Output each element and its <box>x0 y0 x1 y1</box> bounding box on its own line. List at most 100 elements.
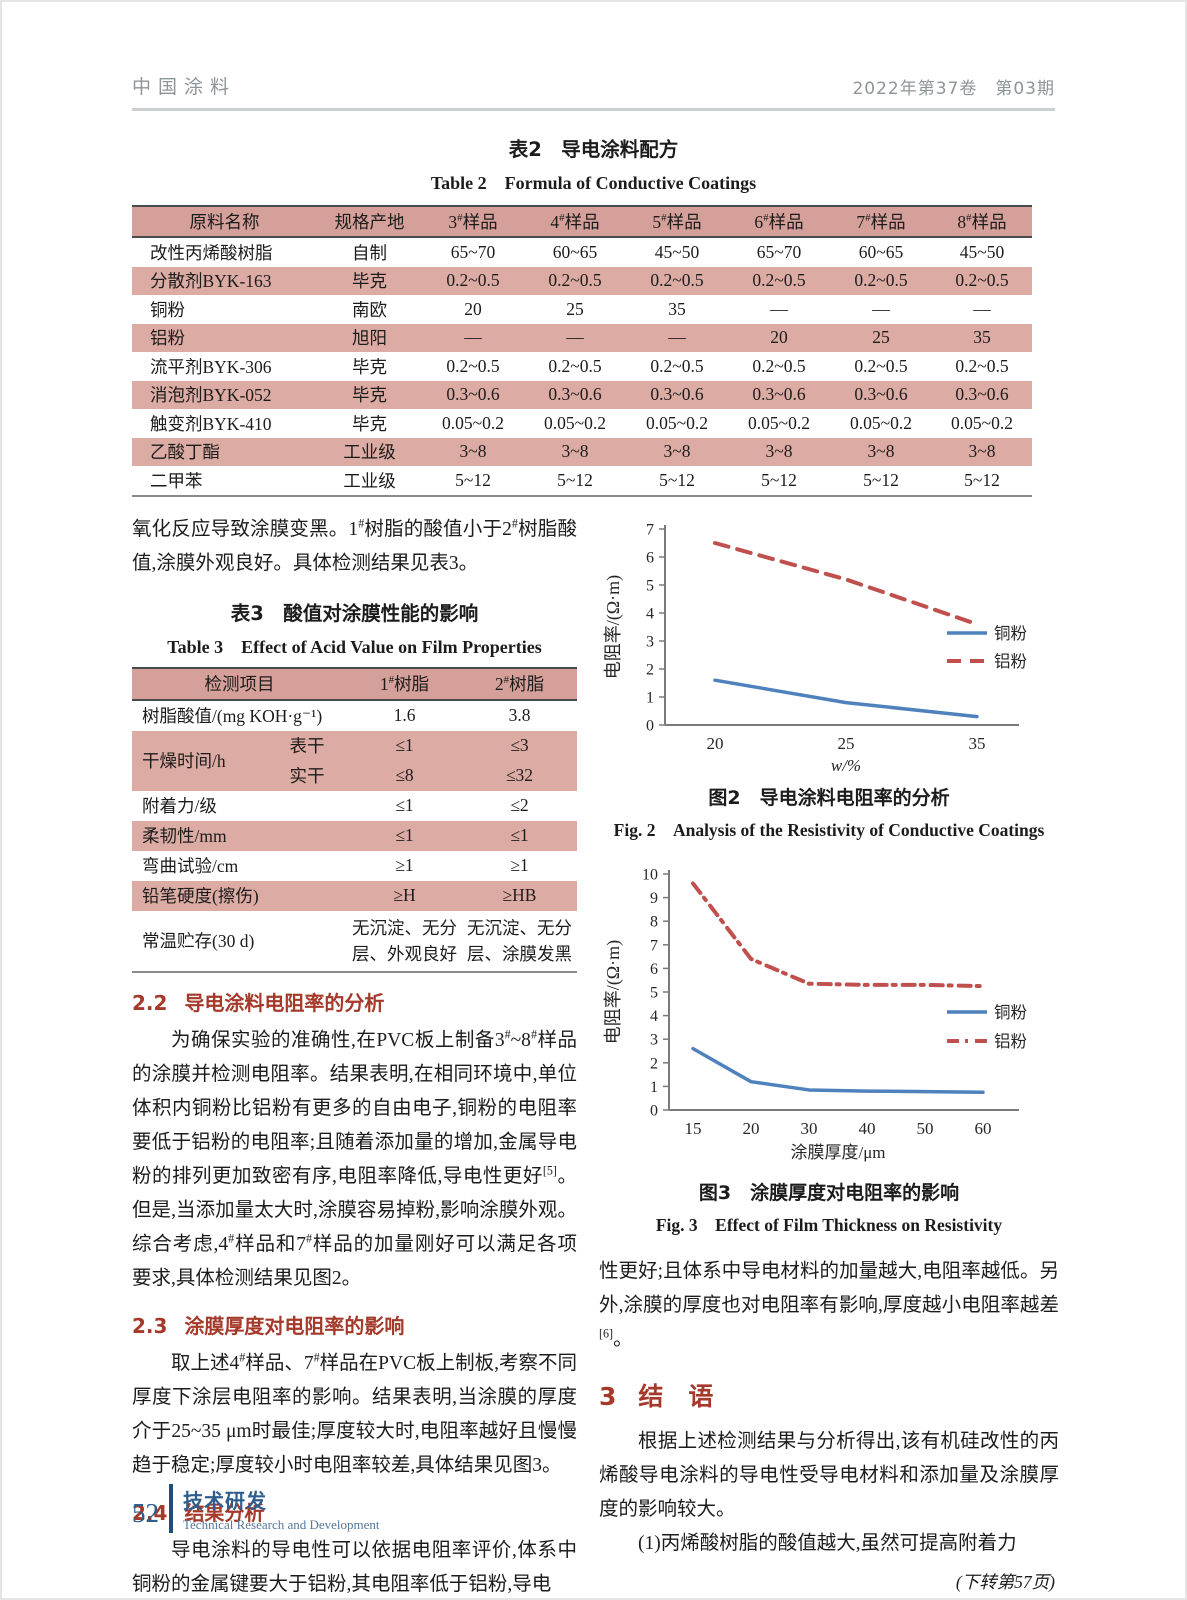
table-cell: 无沉淀、无分层、涂膜发黑 <box>467 917 572 964</box>
table-cell: 流平剂BYK-306 <box>150 356 272 377</box>
table-row: 流平剂BYK-306 毕克 0.2~0.5 0.2~0.5 0.2~0.5 0.2~0.5… <box>132 352 1032 381</box>
svg-text:0: 0 <box>646 717 654 734</box>
table-header-cell: 原料名称 <box>189 212 260 232</box>
table-cell: 0.2~0.5 <box>752 270 806 291</box>
table-cell: 0.2~0.5 <box>548 270 602 291</box>
table-cell: 45~50 <box>959 241 1005 262</box>
table-row: 铝粉 旭阳 — — — 20 25 35 <box>132 323 1032 352</box>
table-cell: 60~65 <box>858 241 904 262</box>
table-cell: 树脂酸值/(mg KOH·g⁻¹) <box>142 706 323 726</box>
table-cell: 消泡剂BYK-052 <box>150 385 272 406</box>
svg-text:铜粉: 铜粉 <box>994 1003 1027 1022</box>
table-cell: 毕克 <box>352 271 387 292</box>
svg-text:2: 2 <box>646 661 654 678</box>
table-cell: 铜粉 <box>150 299 185 320</box>
svg-text:电阻率/(Ω·m): 电阻率/(Ω·m) <box>603 574 624 678</box>
table-cell: 45~50 <box>654 241 700 262</box>
table-cell: 乙酸丁酯 <box>150 442 220 463</box>
svg-text:w/%: w/% <box>831 756 861 771</box>
svg-text:7: 7 <box>646 521 654 538</box>
svg-text:2: 2 <box>650 1055 658 1072</box>
table-cell: 0.05~0.2 <box>850 412 912 433</box>
table-cell: 0.2~0.5 <box>446 355 500 376</box>
table-row: 附着力/级 ≤1 ≤2 <box>132 791 577 821</box>
svg-text:60: 60 <box>975 1119 992 1138</box>
table-row: 弯曲试验/cm ≥1 ≥1 <box>132 851 577 881</box>
paragraph-2-3: 取上述4#样品、7#样品在PVC板上制板,考察不同厚度下涂层电阻率的影响。结果表… <box>132 1350 577 1476</box>
svg-text:涂膜厚度/μm: 涂膜厚度/μm <box>790 1143 885 1162</box>
table-cell: 南欧 <box>352 299 387 320</box>
thickness-chart: 0 1 2 3 4 5 6 7 8 9 10 15 20 30 40 50 60 涂膜厚度/μm 电阻率/(Ω·m)… <box>603 866 1027 1162</box>
svg-text:1: 1 <box>650 1078 658 1095</box>
table-cell: 毕克 <box>352 385 387 406</box>
table-header-cell: 7#样品 <box>856 212 906 232</box>
table-header-cell: 5#样品 <box>652 212 702 232</box>
table3-caption: 表3 酸值对涂膜性能的影响 Table 3 Effect of Acid Val… <box>132 597 577 659</box>
svg-text:25: 25 <box>838 734 855 753</box>
table-cell: 实干 <box>289 766 325 786</box>
section-heading-2-4: 2.4 结果分析 <box>132 1497 577 1526</box>
table-header-cell: 规格产地 <box>334 212 405 232</box>
svg-text:铝粉: 铝粉 <box>994 1032 1027 1051</box>
footer-column-cn: 技术研发 <box>183 1488 267 1513</box>
continuation-note: (下转第57页) <box>955 1571 1055 1592</box>
table-header-cell: 8#样品 <box>957 212 1007 232</box>
table-row: 铜粉 南欧 20 25 35 — — — <box>132 295 1032 324</box>
svg-text:5: 5 <box>650 984 658 1001</box>
table-cell: 65~70 <box>450 241 496 262</box>
svg-text:9: 9 <box>650 890 658 907</box>
table-cell: 柔韧性/mm <box>142 826 227 846</box>
table-cell: ≤32 <box>505 765 534 785</box>
table-cell: 改性丙烯酸树脂 <box>150 242 273 263</box>
fig3-caption: 图3 涂膜厚度对电阻率的影响 Fig. 3 Effect of Film Thi… <box>599 1178 1059 1237</box>
table-row: 铅笔硬度(擦伤) ≥H ≥HB <box>132 880 577 911</box>
svg-text:30: 30 <box>801 1119 818 1138</box>
svg-text:1: 1 <box>646 689 654 706</box>
table-cell: 0.05~0.2 <box>646 412 708 433</box>
table-cell: 旭阳 <box>352 328 387 349</box>
table-cell: 0.2~0.5 <box>650 270 704 291</box>
table-cell: ≤1 <box>510 825 529 845</box>
page-number: 52 <box>132 1498 159 1528</box>
table-cell: 25 <box>566 298 584 319</box>
fig3-caption-cn: 图3 涂膜厚度对电阻率的影响 <box>698 1181 960 1204</box>
svg-text:6: 6 <box>646 549 654 566</box>
table-cell: 工业级 <box>343 470 396 491</box>
table-cell: ≤2 <box>510 795 529 815</box>
table-cell: 0.2~0.5 <box>955 270 1009 291</box>
footer-column-en: Technical Research and Development <box>183 1516 380 1532</box>
table-cell: 毕克 <box>352 356 387 377</box>
table-cell: 0.3~0.6 <box>854 384 908 405</box>
svg-text:15: 15 <box>685 1119 702 1138</box>
table-cell: 3~8 <box>867 441 895 462</box>
section-number: 2.3 <box>132 1313 168 1338</box>
table-cell: ≤1 <box>395 795 414 815</box>
table-cell: 60~65 <box>552 241 598 262</box>
table-cell: 65~70 <box>756 241 802 262</box>
table-cell: 0.2~0.5 <box>955 355 1009 376</box>
table-cell: 0.2~0.5 <box>446 270 500 291</box>
table-cell: ≥H <box>393 885 416 905</box>
table-header-cell: 2#树脂 <box>494 674 545 694</box>
section-title: 结果分析 <box>184 1500 265 1525</box>
table-cell: 3~8 <box>663 441 691 462</box>
table2-caption: 表2 导电涂料配方 Table 2 Formula of Conductive … <box>132 133 1055 195</box>
table-cell: 0.2~0.5 <box>650 355 704 376</box>
table-header-cell: 3#样品 <box>448 212 498 232</box>
table-cell: ≤8 <box>395 765 414 785</box>
table-cell: 0.2~0.5 <box>854 270 908 291</box>
section-heading-2-2: 2.2 导电涂料电阻率的分析 <box>132 987 577 1016</box>
svg-text:6: 6 <box>650 960 658 977</box>
table-cell: 表干 <box>289 736 325 756</box>
svg-text:35: 35 <box>969 734 986 753</box>
table-cell: 3~8 <box>459 441 487 462</box>
svg-text:0: 0 <box>650 1102 658 1119</box>
table-row: 干燥时间/h 表干 ≤1 ≤3 <box>132 730 577 771</box>
table-header-row: 原料名称 规格产地 3#样品 4#样品 5#样品 6#样品 7#样品 8#样品 <box>132 206 1032 237</box>
table2-caption-en: Table 2 Formula of Conductive Coatings <box>430 173 757 193</box>
table-cell: — <box>973 298 991 319</box>
section-number: 2.4 <box>132 1500 168 1525</box>
paragraph-2-4: 导电涂料的导电性可以依据电阻率评价,体系中铜粉的金属键要大于铝粉,其电阻率低于铝… <box>132 1539 577 1595</box>
table-cell: 35 <box>973 327 991 348</box>
